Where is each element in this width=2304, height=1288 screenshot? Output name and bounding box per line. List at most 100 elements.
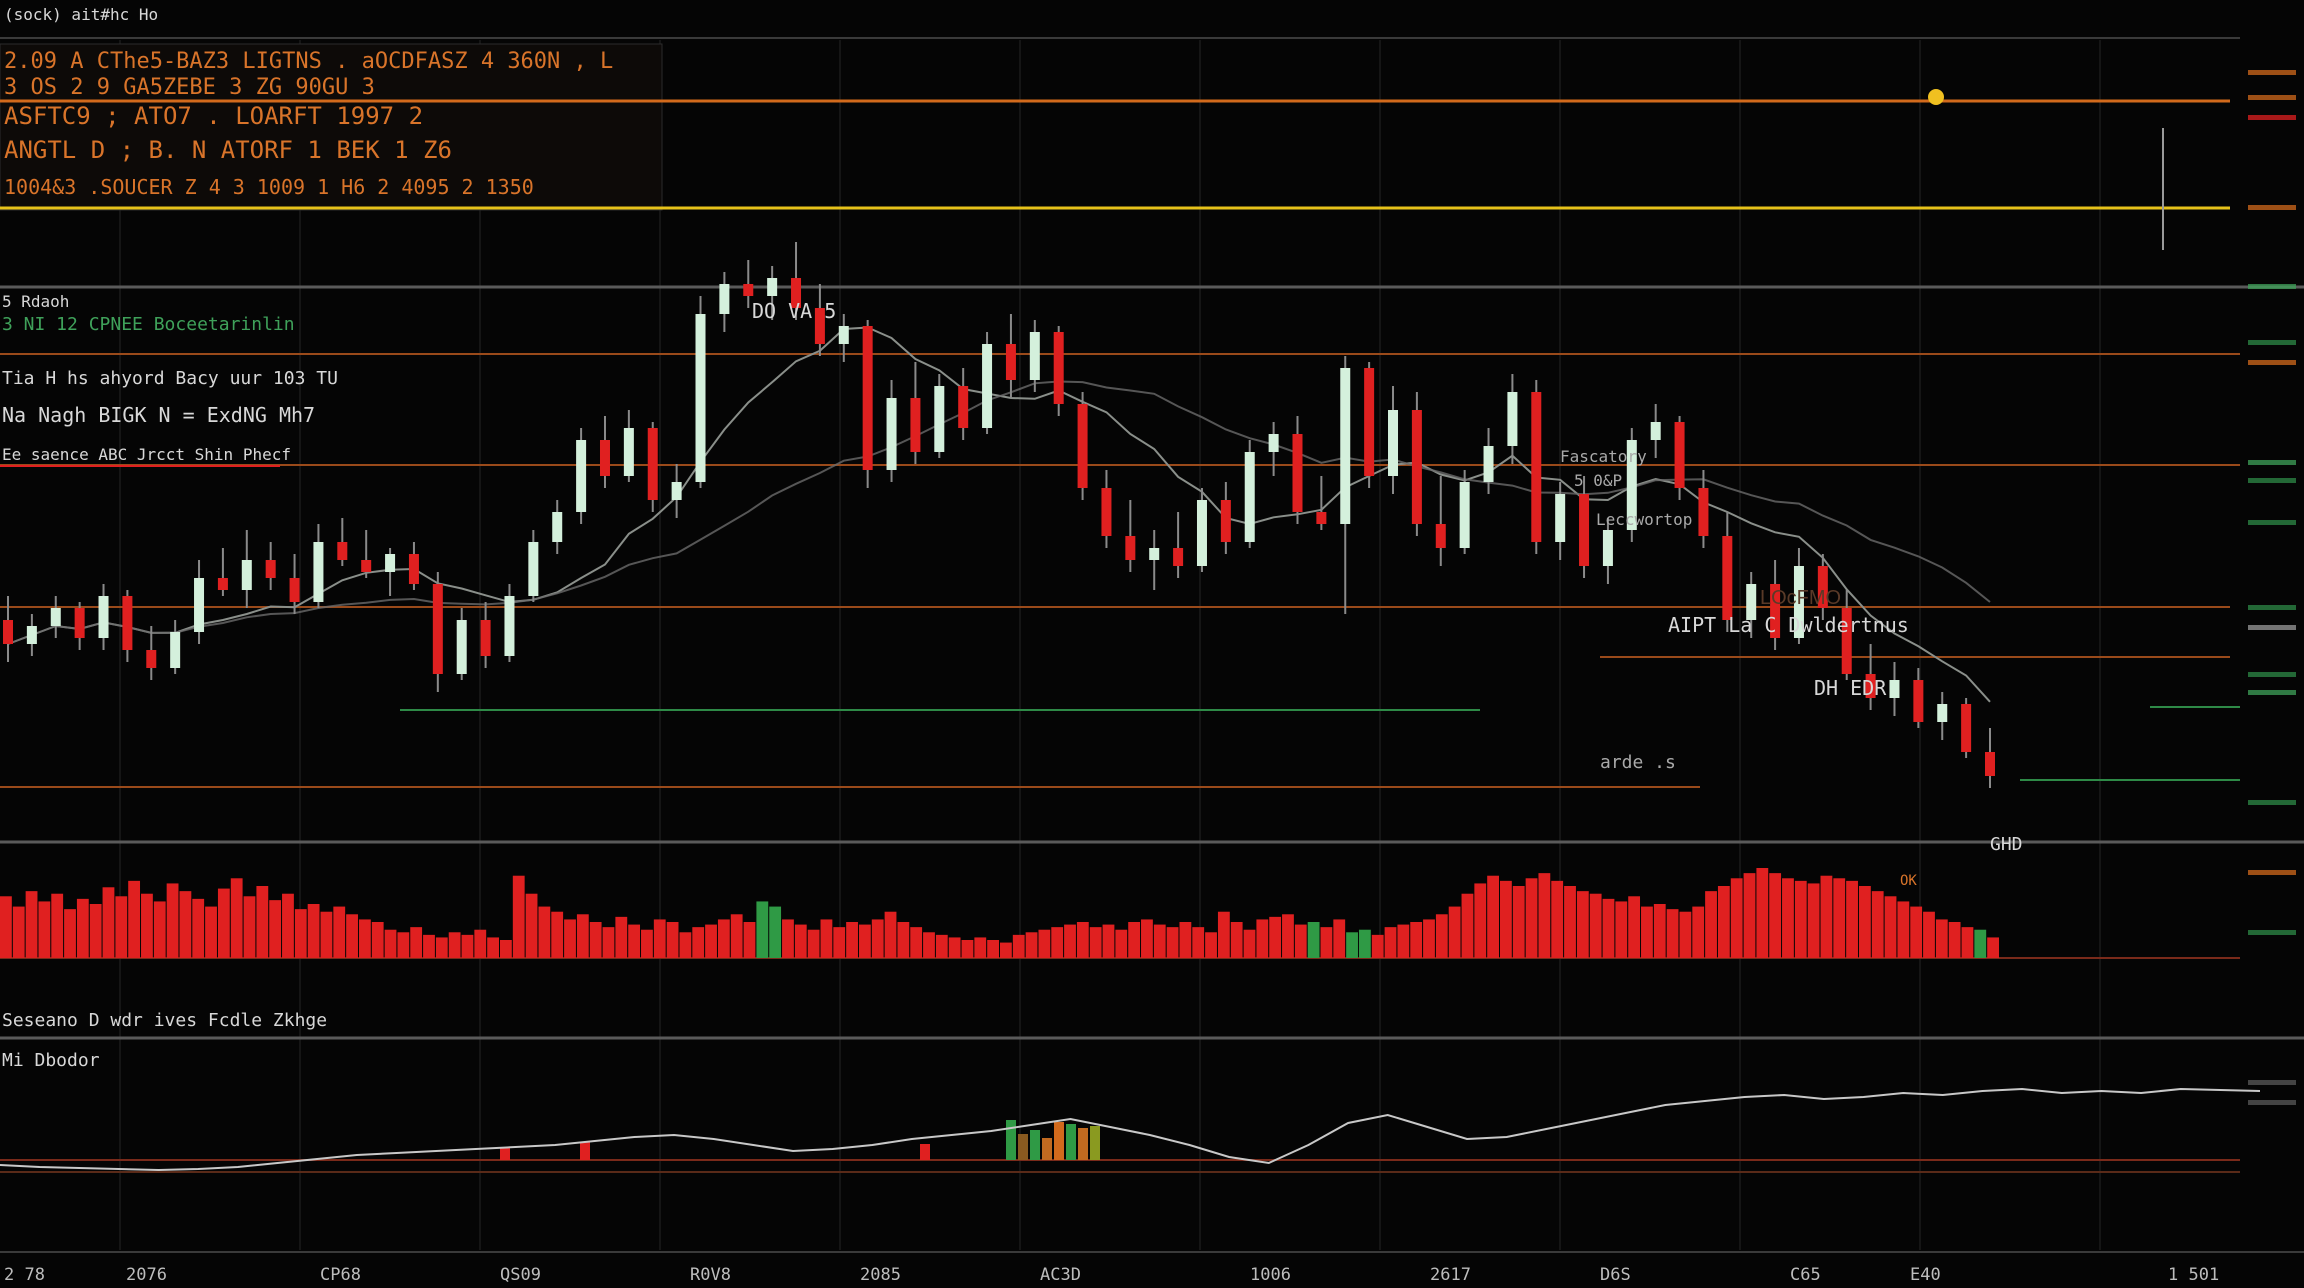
candle-down bbox=[862, 326, 873, 470]
volume-bar bbox=[1564, 886, 1576, 958]
volume-bar bbox=[1115, 929, 1128, 958]
oscillator-bar bbox=[580, 1142, 590, 1160]
price-panel-labels: 5 Rdaoh 3 NI 12 CPNEE Boceetarinlin Tia … bbox=[0, 292, 338, 467]
oscillator-bar bbox=[1066, 1124, 1076, 1160]
volume-bar bbox=[1371, 934, 1384, 958]
candle-up bbox=[552, 512, 563, 542]
volume-bar bbox=[756, 901, 769, 958]
x-axis-tick-label: R0V8 bbox=[690, 1265, 731, 1285]
x-axis-tick-label: 2085 bbox=[860, 1265, 901, 1285]
volume-bar bbox=[307, 904, 320, 958]
candle-up bbox=[1650, 422, 1661, 440]
price-label-line: Na Nagh BIGK N = ExdNG Mh7 bbox=[2, 403, 315, 427]
candle-down bbox=[958, 386, 969, 428]
candle-down bbox=[1961, 704, 1972, 752]
candle-down bbox=[814, 308, 825, 344]
volume-bar bbox=[1320, 927, 1333, 958]
volume-bar bbox=[1435, 914, 1448, 958]
candle-up bbox=[1793, 566, 1804, 638]
candle-up bbox=[50, 608, 61, 626]
price-label-line: Ee saence ABC Jrcct Shin Phecf bbox=[2, 445, 291, 464]
volume-bar bbox=[1051, 927, 1064, 958]
right-axis-mark bbox=[2248, 605, 2296, 610]
volume-bar bbox=[1974, 929, 1987, 958]
annotation-label: arde .s bbox=[1600, 752, 1676, 773]
oscillator-bar bbox=[1042, 1138, 1052, 1160]
price-label-line: 3 NI 12 CPNEE Boceetarinlin bbox=[2, 314, 295, 335]
volume-bar bbox=[730, 914, 743, 958]
volume-bar bbox=[1935, 919, 1948, 958]
volume-bar bbox=[910, 927, 923, 958]
volume-bar bbox=[1012, 934, 1025, 958]
candle-up bbox=[886, 398, 897, 470]
volume-bar bbox=[1397, 924, 1410, 958]
right-axis-mark bbox=[2248, 360, 2296, 365]
volume-bar bbox=[474, 929, 487, 958]
candle-up bbox=[1937, 704, 1948, 722]
volume-bar bbox=[1730, 878, 1743, 958]
x-axis-tick-label: 2617 bbox=[1430, 1265, 1471, 1285]
volume-bar bbox=[487, 937, 499, 958]
volume-bar bbox=[1102, 924, 1115, 958]
volume-bar bbox=[1833, 878, 1846, 958]
volume-bar bbox=[1500, 880, 1512, 958]
candle-up bbox=[623, 428, 634, 476]
volume-bar bbox=[269, 900, 282, 958]
oscillator-bar bbox=[1006, 1120, 1016, 1160]
volume-bar bbox=[1064, 924, 1076, 958]
x-axis-tick-label: AC3D bbox=[1040, 1265, 1081, 1285]
volume-bar bbox=[1474, 883, 1487, 958]
volume-bar bbox=[1576, 891, 1589, 958]
level-marker-dot bbox=[1928, 89, 1944, 105]
volume-bar bbox=[1089, 927, 1102, 958]
annotation-label: OK bbox=[1900, 873, 1917, 889]
candle-down bbox=[1913, 680, 1924, 722]
candle-down bbox=[1220, 500, 1231, 542]
candle-down bbox=[146, 650, 157, 668]
candle-up bbox=[313, 542, 324, 602]
annotation-label: GHD bbox=[1990, 834, 2023, 855]
candle-up bbox=[1244, 452, 1255, 542]
right-axis-mark bbox=[2248, 520, 2296, 525]
volume-bar bbox=[1269, 916, 1282, 958]
oscillator-line bbox=[0, 1087, 2261, 1172]
volume-bar bbox=[128, 880, 141, 958]
candle-down bbox=[1531, 392, 1542, 542]
candle-up bbox=[1602, 530, 1613, 566]
candle-up bbox=[26, 626, 37, 644]
volume-bar bbox=[1038, 929, 1051, 958]
right-axis-mark bbox=[2248, 800, 2296, 805]
volume-bar bbox=[551, 911, 564, 958]
candle-up bbox=[1507, 392, 1518, 446]
chart-annotations: DO VA 5 Fascatory 5 0&P Leccwortop AIPT … bbox=[752, 299, 2023, 889]
candle-up bbox=[767, 278, 778, 296]
right-axis-mark bbox=[2248, 1100, 2296, 1105]
header-info-line: ASFTC9 ; ATO7 . LOARFT 1997 2 bbox=[4, 102, 423, 130]
volume-bar bbox=[1871, 891, 1884, 958]
moving-average-lines bbox=[7, 326, 1991, 703]
candle-down bbox=[337, 542, 348, 560]
volume-bar bbox=[1615, 901, 1628, 958]
volume-bar bbox=[576, 914, 589, 958]
candle-up bbox=[1626, 440, 1637, 530]
volume-bar bbox=[25, 891, 38, 958]
candle-down bbox=[1579, 494, 1590, 566]
volume-bar bbox=[153, 901, 166, 958]
volume-bar bbox=[51, 893, 64, 958]
volume-bar bbox=[205, 906, 217, 958]
volume-bar bbox=[346, 914, 358, 958]
x-axis-tick-label: 2076 bbox=[126, 1265, 167, 1285]
volume-bar bbox=[384, 929, 397, 958]
volume-bar bbox=[1358, 929, 1371, 958]
volume-bar bbox=[1025, 932, 1038, 958]
volume-bar bbox=[1217, 911, 1230, 958]
candle-down bbox=[3, 620, 13, 644]
volume-bar bbox=[76, 898, 89, 958]
volume-bar bbox=[1166, 927, 1179, 958]
volume-bar bbox=[448, 932, 461, 958]
volume-bar bbox=[192, 898, 205, 958]
candle-down bbox=[1364, 368, 1375, 476]
candle-down bbox=[480, 620, 491, 656]
volume-bar bbox=[1948, 922, 1961, 958]
